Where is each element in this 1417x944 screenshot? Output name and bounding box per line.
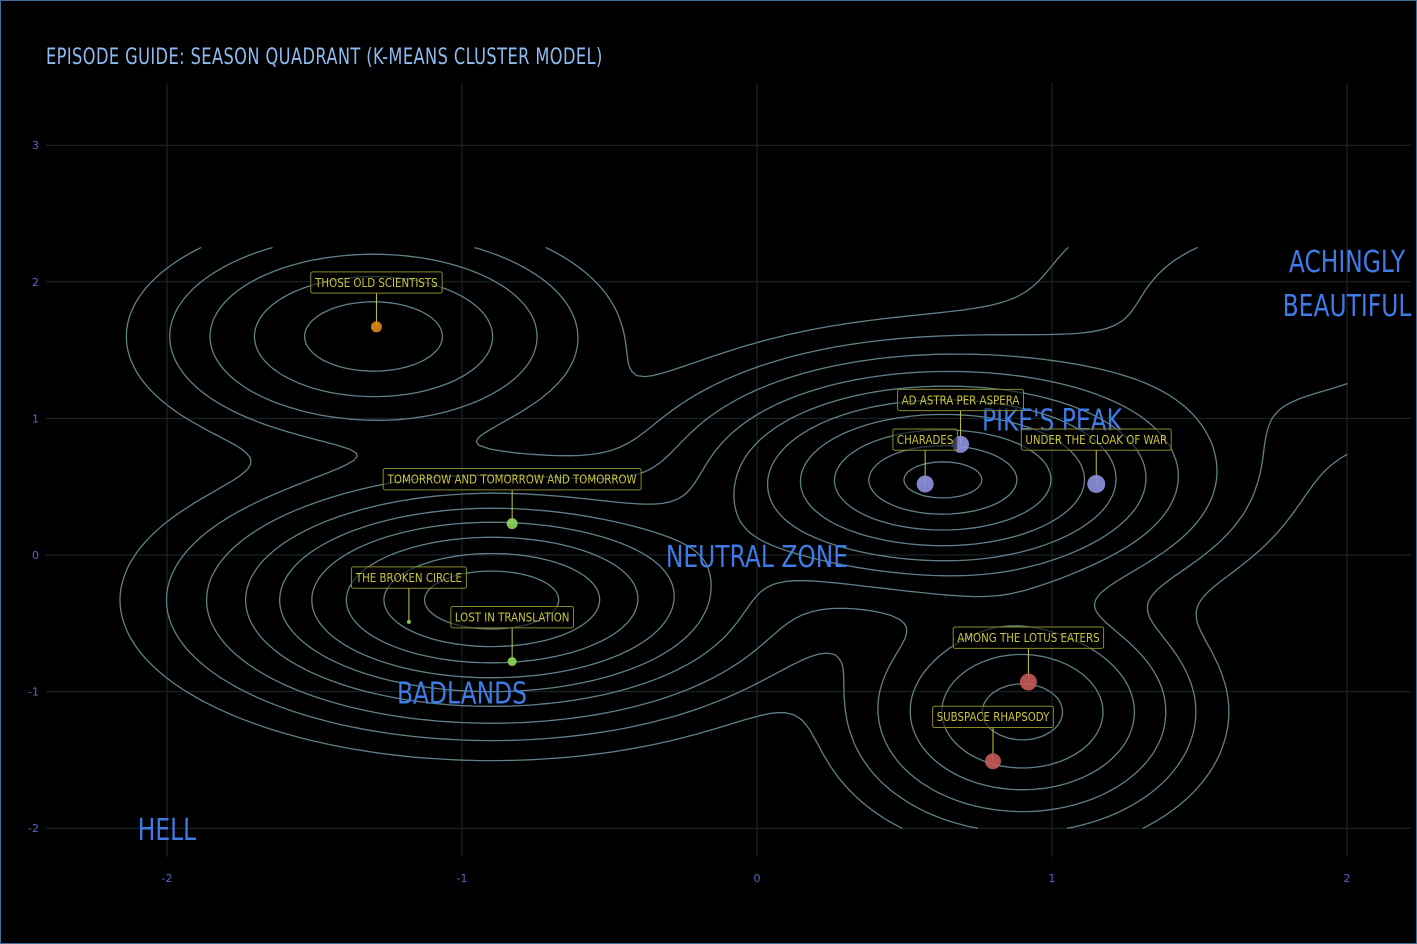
episode-label: TOMORROW AND TOMORROW AND TOMORROW [387, 472, 637, 487]
episode-label-box [450, 606, 574, 629]
contour-line [903, 461, 983, 499]
episode-label: SUBSPACE RHAPSODY [937, 709, 1050, 724]
episode-label: LOST IN TRANSLATION [455, 610, 570, 625]
chart-title: EPISODE GUIDE: SEASON QUADRANT (K-MEANS … [46, 45, 603, 70]
episode-marker [985, 753, 1001, 770]
episode-label-box [1020, 428, 1172, 451]
episode-point: LOST IN TRANSLATION [450, 606, 574, 667]
y-tick-label: 1 [32, 412, 39, 425]
episode-marker [370, 321, 382, 333]
region-label: BADLANDS [397, 677, 527, 712]
episode-label: AD ASTRA PER ASPERA [902, 392, 1020, 407]
x-tick-label: -2 [162, 872, 173, 885]
grid-lines [46, 83, 1411, 857]
episode-label-box [892, 428, 958, 451]
x-tick-label: 2 [1344, 872, 1351, 885]
density-contours [119, 247, 1348, 829]
episode-label-box [897, 388, 1025, 412]
episode-point: AMONG THE LOTUS EATERS [952, 626, 1105, 691]
episode-point: CHARADES [892, 428, 958, 493]
episode-marker [916, 475, 934, 493]
contour-line [165, 247, 1348, 829]
contour-line [311, 399, 1117, 741]
episode-marker [1087, 474, 1106, 493]
episode-label: THE BROKEN CIRCLE [355, 570, 462, 585]
y-tick-label: 2 [32, 276, 39, 289]
x-tick-label: 0 [754, 872, 761, 885]
episode-marker [1019, 673, 1037, 691]
contour-line [278, 301, 1147, 769]
episode-label-box [382, 468, 642, 491]
y-tick-label: 0 [32, 549, 39, 562]
episode-point: UNDER THE CLOAK OF WAR [1020, 428, 1172, 493]
episode-marker [406, 619, 411, 624]
episode-point: TOMORROW AND TOMORROW AND TOMORROW [382, 468, 642, 530]
region-label: HELL [138, 813, 196, 848]
episode-point: THE BROKEN CIRCLE [350, 566, 467, 624]
episode-label: CHARADES [897, 432, 953, 447]
episode-label-box [350, 566, 467, 589]
episode-label-box [932, 705, 1054, 729]
episode-points: THOSE OLD SCIENTISTS AD ASTRA PER ASPERA C… [310, 271, 1172, 770]
axis-ticks: -2 -1 0 1 2 -2 -1 0 1 2 3 [28, 139, 1350, 885]
episode-label: UNDER THE CLOAK OF WAR [1025, 432, 1167, 447]
x-tick-label: 1 [1049, 872, 1056, 885]
region-label: NEUTRAL ZONE [666, 540, 848, 575]
y-tick-label: 3 [32, 139, 39, 152]
episode-label: THOSE OLD SCIENTISTS [314, 275, 437, 290]
episode-point: THOSE OLD SCIENTISTS [310, 271, 443, 333]
y-tick-label: -1 [28, 686, 39, 699]
episode-marker [506, 518, 518, 530]
y-tick-label: -2 [28, 822, 39, 835]
x-tick-label: -1 [457, 872, 468, 885]
contour-line [383, 429, 1052, 648]
episode-label-box [952, 626, 1105, 649]
episode-label: AMONG THE LOTUS EATERS [957, 630, 1099, 645]
episode-label-box [310, 271, 443, 294]
region-label: BEAUTIFUL [1283, 289, 1412, 324]
contour-line [119, 247, 1348, 829]
region-label: ACHINGLY [1289, 245, 1406, 280]
episode-marker [507, 657, 517, 667]
episode-point: SUBSPACE RHAPSODY [932, 705, 1054, 770]
